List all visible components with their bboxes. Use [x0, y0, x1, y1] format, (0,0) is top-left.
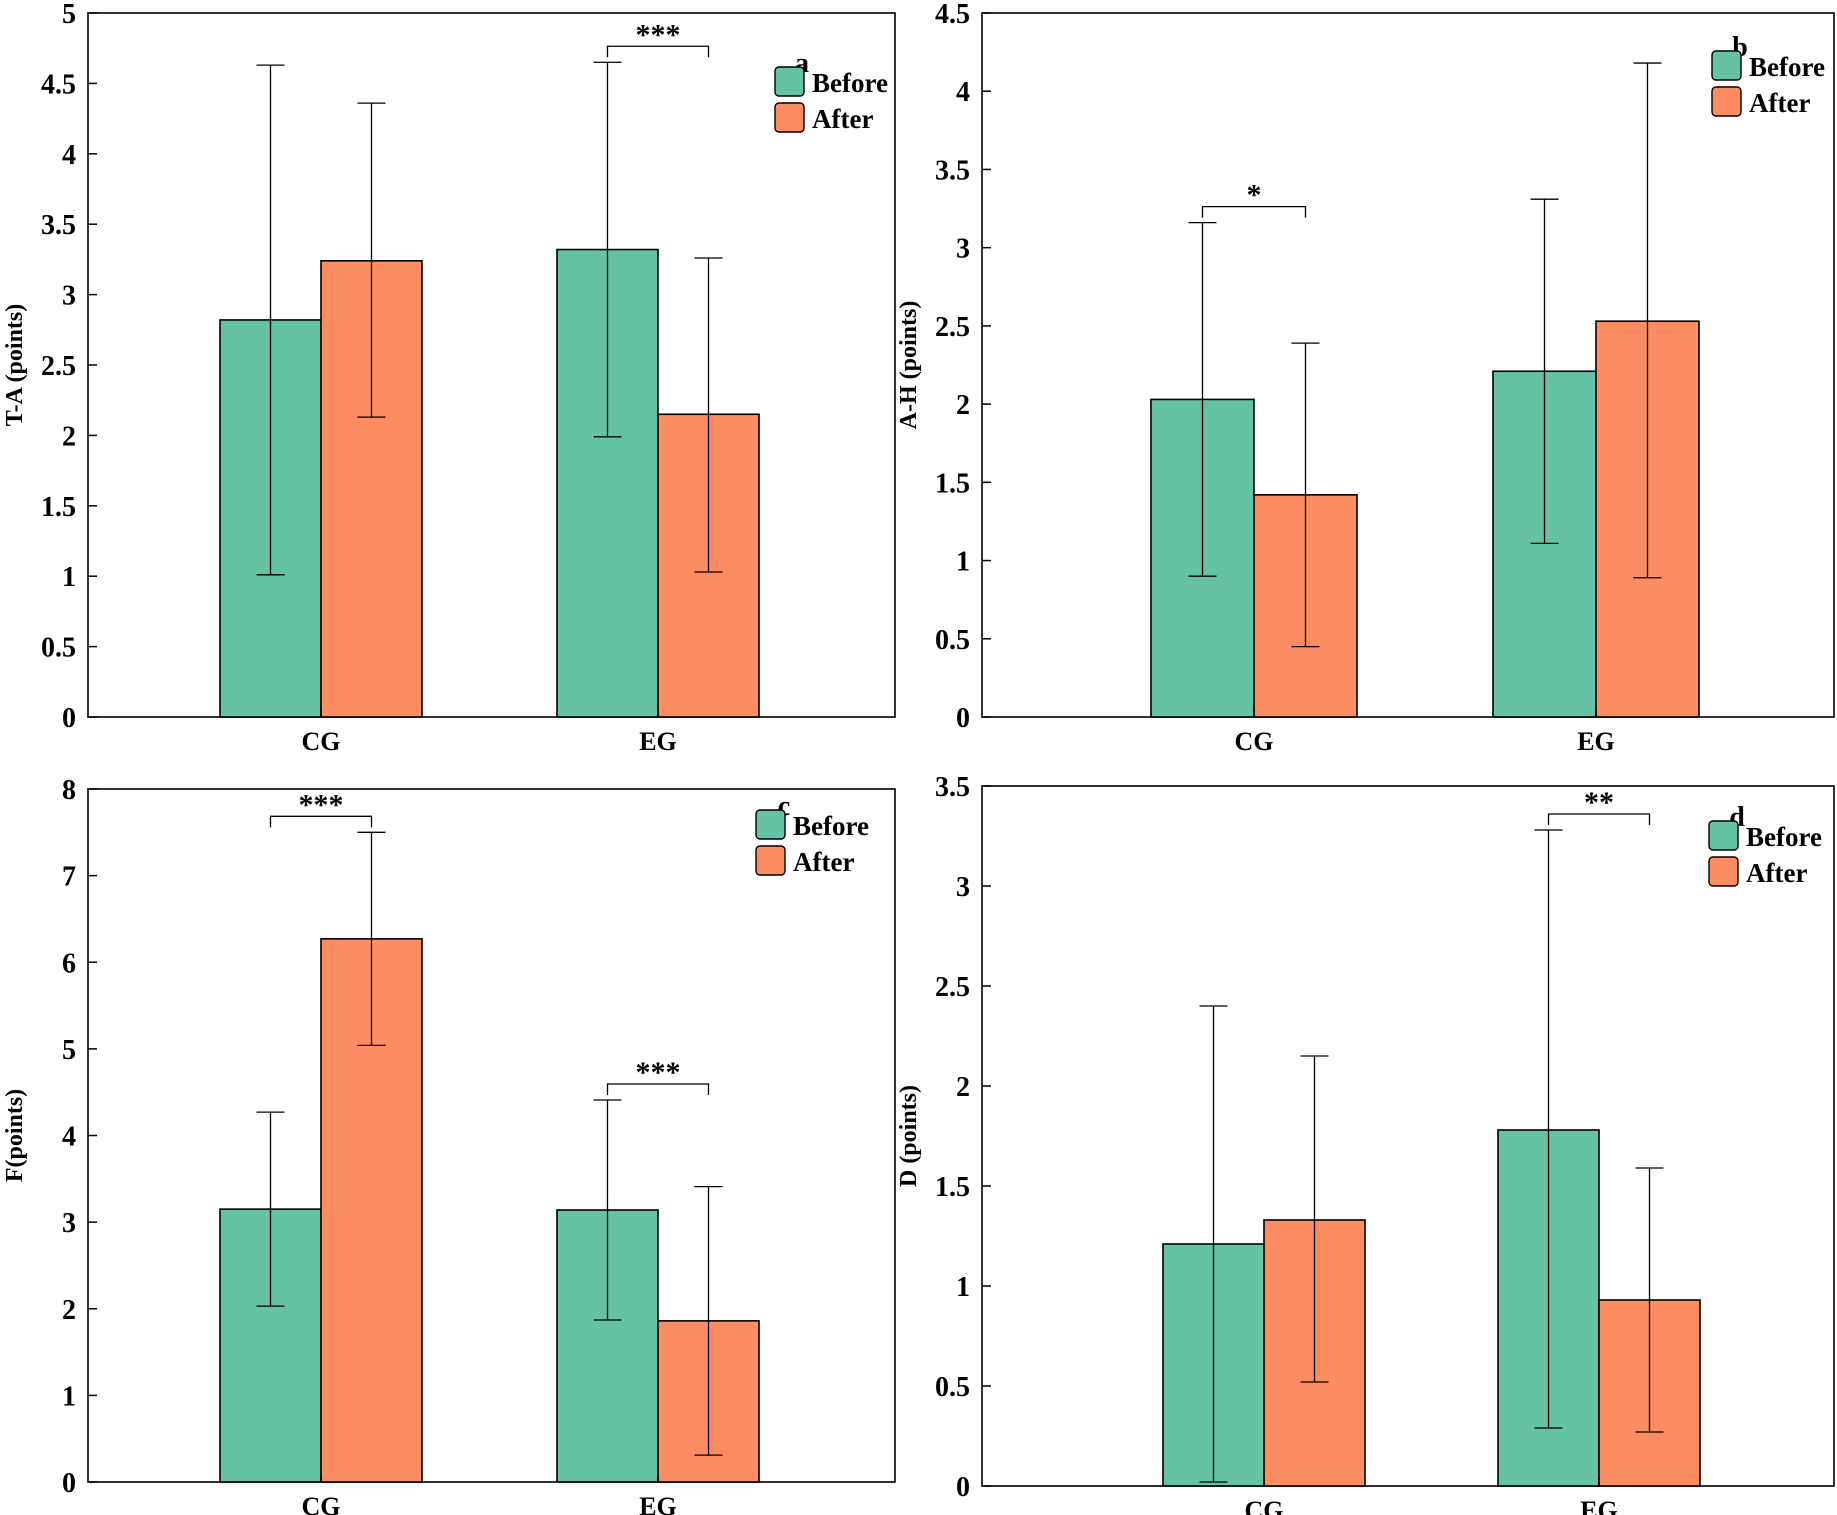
legend-swatch-after — [1711, 86, 1742, 117]
y-tick-label: 3 — [956, 872, 970, 903]
y-tick-label: 0 — [956, 1472, 970, 1503]
y-tick-label: 2.5 — [935, 972, 970, 1003]
y-tick-label: 4.5 — [41, 69, 76, 100]
y-tick-label: 1 — [62, 1381, 76, 1412]
y-axis-title: A-H (points) — [896, 301, 922, 430]
x-tick-label-cg: CG — [302, 1492, 341, 1515]
y-tick-label: 5 — [62, 0, 76, 30]
y-tick-label: 0.5 — [935, 625, 970, 656]
y-tick-label: 1.5 — [935, 1172, 970, 1203]
x-tick-label-eg: EG — [639, 1492, 677, 1515]
y-tick-label: 6 — [62, 948, 76, 979]
y-tick-label: 4.5 — [935, 0, 970, 30]
legend-label-before: Before — [793, 811, 869, 841]
y-tick-label: 1.5 — [935, 468, 970, 499]
legend-label-before: Before — [812, 68, 888, 98]
x-tick-label-eg: EG — [1577, 727, 1615, 756]
legend-swatch-before — [755, 809, 786, 840]
legend-swatch-before — [1711, 50, 1742, 81]
y-tick-label: 0 — [956, 703, 970, 734]
plot-frame — [87, 788, 896, 1483]
chart-panel-a: 0 0.5 1 1.5 2 2.5 3 3.5 4 4.5 5 T-A (points) CG EG ***… — [2, 0, 896, 756]
legend-label-before: Before — [1749, 52, 1825, 82]
chart-panel-b: 00.511.522.533.544.5A-H (points)CG EG*bBe… — [896, 0, 1835, 756]
y-tick-label: 5 — [62, 1035, 76, 1066]
y-tick-label: 3.5 — [935, 155, 970, 186]
y-axis-title: T-A (points) — [2, 304, 28, 426]
significance-bracket — [606, 1083, 710, 1095]
significance-stars: * — [1247, 179, 1262, 212]
y-tick-label: 4 — [956, 77, 970, 108]
y-axis-title: F(points) — [2, 1089, 28, 1182]
x-tick-label-cg: CG — [302, 727, 341, 756]
y-tick-label: 2 — [956, 390, 970, 421]
y-tick-label: 2.5 — [935, 312, 970, 343]
y-tick-label: 2.5 — [41, 351, 76, 382]
y-tick-label: 3 — [62, 1208, 76, 1239]
x-tick-label-eg: EG — [1580, 1496, 1618, 1515]
legend-swatch-after — [774, 102, 805, 133]
legend-swatch-before — [1708, 820, 1739, 851]
y-axis-title: D (points) — [896, 1085, 922, 1187]
y-tick-label: 0 — [62, 703, 76, 734]
y-tick-label: 4 — [62, 140, 76, 171]
significance-bracket — [1547, 813, 1651, 825]
legend-label-after: After — [793, 847, 854, 877]
legend-swatch-before — [774, 66, 805, 97]
y-tick-label: 2 — [956, 1072, 970, 1103]
significance-stars: ** — [1584, 786, 1614, 819]
y-tick-label: 3.5 — [41, 210, 76, 241]
y-tick-label: 0 — [62, 1468, 76, 1499]
x-tick-label-cg: CG — [1245, 1496, 1284, 1515]
y-tick-label: 1 — [62, 562, 76, 593]
legend-label-before: Before — [1746, 822, 1822, 852]
y-tick-label: 7 — [62, 862, 76, 893]
legend-label-after: After — [812, 104, 873, 134]
y-tick-label: 0.5 — [41, 633, 76, 664]
x-tick-label-eg: EG — [639, 727, 677, 756]
legend-swatch-after — [1708, 856, 1739, 887]
significance-bracket — [269, 815, 373, 828]
legend-swatch-after — [755, 845, 786, 876]
plot-frame — [981, 12, 1835, 718]
y-tick-label: 0.5 — [935, 1372, 970, 1403]
y-tick-label: 3.5 — [935, 772, 970, 803]
y-tick-label: 1.5 — [41, 492, 76, 523]
y-tick-label: 4 — [62, 1122, 76, 1153]
y-tick-label: 2 — [62, 421, 76, 452]
y-tick-label: 1 — [956, 1272, 970, 1303]
plot-frame — [981, 785, 1835, 1487]
legend-label-after: After — [1749, 88, 1810, 118]
significance-stars: *** — [299, 788, 344, 821]
y-tick-label: 1 — [956, 547, 970, 578]
plot-frame — [87, 12, 896, 718]
y-tick-label: 8 — [62, 775, 76, 806]
y-tick-label: 2 — [62, 1295, 76, 1326]
y-tick-label: 3 — [956, 234, 970, 265]
significance-bracket — [606, 45, 710, 58]
x-tick-label-cg: CG — [1235, 727, 1274, 756]
significance-stars: *** — [636, 18, 681, 51]
chart-panel-d: 00.511.522.533.5D (points)CG EG** dBeforeA… — [896, 772, 1835, 1515]
y-tick-label: 3 — [62, 281, 76, 312]
significance-stars: *** — [636, 1056, 681, 1089]
significance-bracket — [1201, 205, 1307, 218]
legend-label-after: After — [1746, 858, 1807, 888]
